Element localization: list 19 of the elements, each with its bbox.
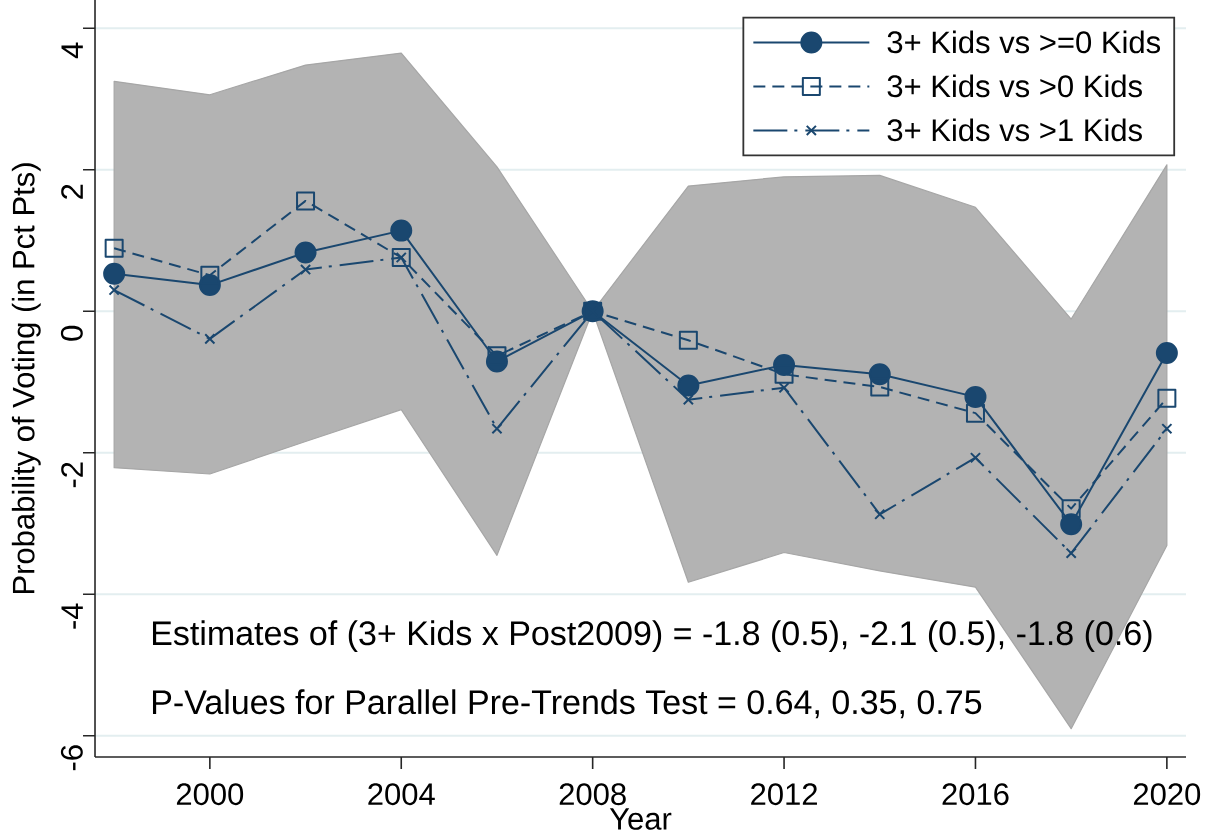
x-tick-label: 2008 xyxy=(559,783,626,806)
legend-label: 3+ Kids vs >=0 Kids xyxy=(887,30,1161,54)
x-tick-label: 2004 xyxy=(368,783,435,806)
x-tick-label: 2020 xyxy=(1133,783,1201,806)
y-tick-label: 2 xyxy=(61,184,83,199)
x-tick-label: 2016 xyxy=(942,783,1009,806)
annotation: P-Values for Parallel Pre-Trends Test = 0.64, 0.35, 0.75 xyxy=(152,689,982,719)
y-tick-label: 4 xyxy=(61,42,83,59)
y-tick-label: 0 xyxy=(60,325,83,341)
x-axis-title: Year xyxy=(609,808,672,830)
x-tick-label: 2012 xyxy=(751,783,817,806)
x-tick-label: 2000 xyxy=(176,783,244,806)
legend-label: 3+ Kids vs >1 Kids xyxy=(887,118,1142,142)
y-tick-label: -4 xyxy=(61,603,83,629)
legend-label: 3+ Kids vs >0 Kids xyxy=(887,74,1142,98)
y-tick-label: -6 xyxy=(60,745,83,771)
y-axis-title: Probability of Voting (in Pct Pts) xyxy=(11,163,41,594)
y-tick-label: -2 xyxy=(61,462,83,488)
annotation: Estimates of (3+ Kids x Post2009) = -1.8 (0.5), -2.1 (0.5), -1.8 (0.6) xyxy=(152,620,1152,652)
